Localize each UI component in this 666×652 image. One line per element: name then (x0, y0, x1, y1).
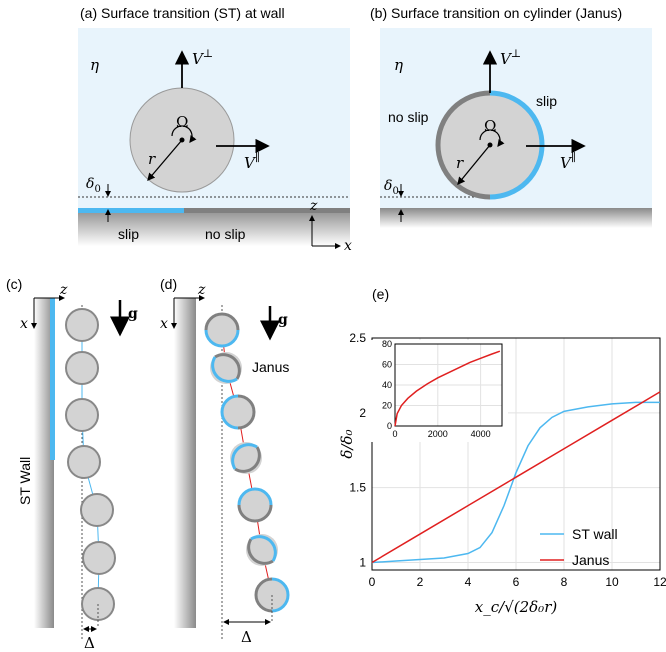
inset-y-tick-label: 20 (382, 401, 392, 411)
inset-x-tick-label: 4000 (471, 429, 491, 439)
wall (78, 208, 350, 246)
inset-chart: 0 2000 4000 0 20 40 60 80 (369, 339, 508, 442)
x-axis-label: x (160, 316, 168, 332)
y-tick-label: 2.5 (349, 331, 366, 345)
wall-label: ST Wall (17, 457, 33, 505)
rotation-arrow (171, 125, 197, 143)
x-tick-label: 4 (465, 575, 472, 589)
x-tick-label: 0 (369, 575, 376, 589)
omega-label: Ω (176, 113, 188, 131)
z-axis-label: z (59, 282, 68, 298)
x-tick-label: 12 (653, 575, 666, 589)
wall (34, 298, 54, 628)
eta-symbol: η (90, 56, 99, 74)
x-tick-label: 6 (513, 575, 520, 589)
inset-y-tick-label: 40 (382, 380, 392, 390)
rotation-arrow (479, 129, 505, 147)
radius-label: r (148, 150, 156, 168)
cylinder (65, 351, 99, 385)
no-slip-label: no slip (205, 226, 246, 242)
panel-e: (e) 0 2 4 6 8 10 12 1 1.5 2 2.5 0 2000 4000 0 20 40 60 80… (338, 286, 666, 616)
janus-cylinder (237, 487, 273, 523)
cylinder (65, 398, 99, 432)
cylinder (80, 493, 114, 527)
panel-d-label: (d) (160, 276, 177, 292)
slip-segment (50, 298, 55, 460)
slip-label: slip (118, 226, 139, 242)
slip-label: slip (536, 93, 557, 109)
v-par-label: V∥ (244, 151, 260, 172)
x-axis-label: x (344, 238, 352, 254)
no-slip-half (435, 90, 491, 200)
panel-c-label: (c) (6, 276, 22, 292)
radius-arrow (147, 139, 183, 181)
panel-a-title: (a) Surface transition (ST) at wall (80, 5, 285, 21)
omega-label: Ω (484, 117, 496, 135)
z-axis-label: z (197, 282, 206, 298)
delta-label: Δ (241, 628, 252, 646)
inset-x-tick-label: 0 (392, 429, 397, 439)
inset-series-line-janus (394, 350, 501, 427)
series-line-janus (371, 391, 661, 564)
inset-y-tick-label: 60 (382, 360, 392, 370)
panel-a: (a) Surface transition (ST) at wall η r … (78, 5, 352, 254)
gravity-label: g (128, 306, 138, 322)
no-slip-label: no slip (388, 109, 429, 125)
no-slip-segment (184, 208, 350, 213)
series-line-st-wall (371, 401, 660, 564)
janus-cylinder (230, 442, 262, 474)
slip-segment (78, 208, 184, 213)
v-par-label: V∥ (560, 151, 576, 172)
z-axis-label: z (309, 198, 318, 214)
panel-b: (b) Surface transition on cylinder (Janu… (370, 5, 652, 228)
cylinder (82, 541, 116, 575)
delta0-label: δ0 (86, 176, 101, 195)
y-tick-label: 1.5 (349, 481, 366, 495)
x-tick-label: 10 (605, 575, 619, 589)
inset-frame (394, 343, 503, 427)
janus-label: Janus (252, 359, 289, 375)
y-tick-label: 2 (359, 406, 366, 420)
radius-label: r (456, 154, 464, 172)
v-perp-label: V⊥ (192, 47, 213, 68)
janus-cylinder-sequence (204, 312, 290, 613)
inset-x-tick-label: 2000 (428, 429, 448, 439)
slip-half (489, 90, 545, 200)
x-tick-label: 2 (417, 575, 424, 589)
gravity-label: g (278, 312, 288, 328)
cylinder-sequence (65, 308, 116, 621)
panel-b-title: (b) Surface transition on cylinder (Janu… (370, 5, 622, 21)
janus-cylinder (220, 394, 256, 430)
janus-cylinder (246, 534, 278, 566)
wall (380, 208, 652, 228)
delta0-label: δ0 (384, 178, 399, 197)
cylinder (67, 445, 101, 479)
legend-label-st-wall: ST wall (572, 526, 618, 542)
v-perp-label: V⊥ (500, 47, 521, 68)
janus-cylinder (204, 312, 240, 348)
inset-y-tick-label: 0 (387, 421, 392, 431)
radius-arrow (457, 144, 491, 186)
panel-c: (c) z x g ST Wall Δ (6, 276, 138, 652)
inset-y-tick-label: 80 (382, 339, 392, 349)
plot-frame (371, 337, 661, 571)
eta-symbol: η (394, 56, 403, 74)
y-tick-label: 1 (359, 556, 366, 570)
x-axis-label: x (20, 316, 28, 332)
delta-label: Δ (84, 634, 95, 652)
legend-label-janus: Janus (572, 552, 609, 568)
x-tick-label: 8 (561, 575, 568, 589)
panel-d: (d) z x g Janus (160, 276, 290, 646)
janus-cylinder (210, 352, 242, 384)
legend: ST wall Janus (540, 526, 618, 568)
x-axis-label: x_c/√(2δ₀r) (475, 598, 558, 616)
panel-e-label: (e) (372, 286, 389, 302)
y-axis-label: δ/δ₀ (338, 429, 356, 458)
wall (174, 298, 196, 628)
cylinder (65, 308, 99, 342)
